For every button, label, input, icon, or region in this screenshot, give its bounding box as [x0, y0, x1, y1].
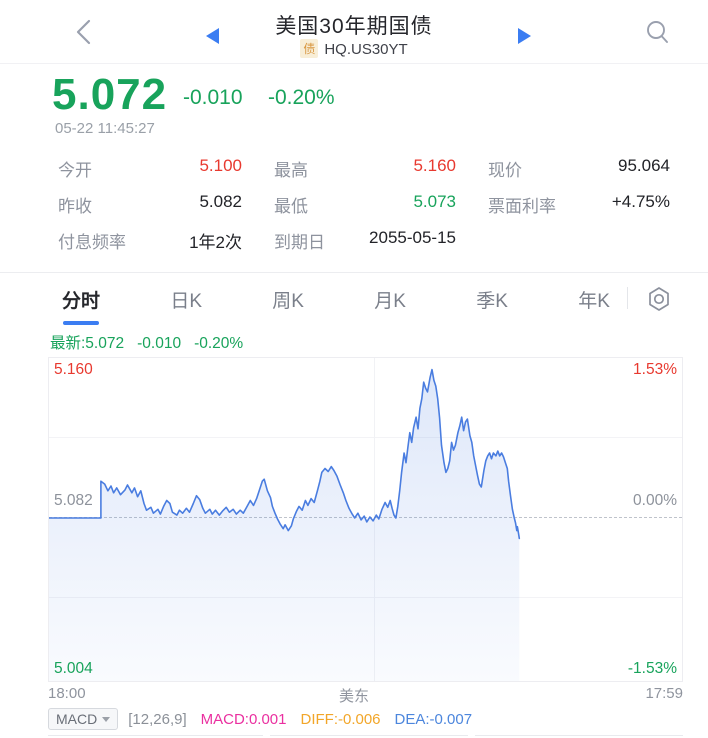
next-instrument-icon[interactable]	[518, 28, 531, 44]
yield-change: -0.010	[183, 86, 243, 109]
axis-min-pct: -1.53%	[627, 660, 677, 677]
tabbar-divider	[627, 287, 628, 309]
indicator-row: MACD [12,26,9] MACD:0.001 DIFF:-0.006 DE…	[48, 707, 472, 731]
stat-label-maturity: 到期日	[274, 233, 325, 252]
stat-value-high: 5.160	[413, 156, 456, 175]
time-axis: 18:00 美东 17:59	[0, 685, 708, 705]
chart-plot-svg	[49, 368, 521, 681]
macd-panel-topline	[475, 735, 683, 736]
time-end-label: 17:59	[645, 685, 683, 702]
period-tabbar: 分时 日K 周K 月K 季K 年K	[60, 280, 612, 318]
timezone-label: 美东	[338, 688, 369, 705]
indicator-selector-label: MACD	[56, 711, 98, 727]
latest-label: 最新:5.072	[50, 335, 125, 352]
macd-value: MACD:0.001	[200, 710, 287, 728]
indicator-selector[interactable]: MACD	[48, 708, 119, 730]
stat-label-pay-frequency: 付息频率	[58, 233, 126, 252]
tab-weekly-k[interactable]: 周K	[272, 290, 304, 312]
tab-minute[interactable]: 分时	[60, 282, 102, 317]
latest-pct: -0.20%	[194, 335, 244, 352]
prev-instrument-icon[interactable]	[206, 28, 219, 44]
tab-yearly-k[interactable]: 年K	[578, 290, 610, 312]
time-start-label: 18:00	[48, 685, 86, 702]
stat-value-maturity: 2055-05-15	[369, 228, 456, 247]
latest-quote-row: 最新:5.072 -0.010 -0.20%	[50, 331, 256, 353]
diff-value: DIFF:-0.006	[300, 710, 381, 728]
stat-label-open: 今开	[58, 161, 92, 180]
macd-params: [12,26,9]	[128, 710, 187, 728]
caret-down-icon	[102, 716, 111, 722]
axis-mid-pct: 0.00%	[633, 492, 677, 509]
tab-monthly-k[interactable]: 月K	[374, 290, 406, 312]
back-chevron-icon	[72, 19, 98, 50]
search-icon	[644, 21, 670, 50]
axis-max-pct: 1.53%	[633, 361, 677, 378]
stat-value-pay-frequency: 1年2次	[189, 233, 242, 252]
gridline-upper	[49, 437, 682, 438]
chart-settings-button[interactable]	[644, 284, 674, 314]
stat-label-high: 最高	[274, 161, 308, 180]
stat-label-current-price: 现价	[488, 161, 522, 180]
latest-change: -0.010	[137, 335, 182, 352]
current-yield: 5.072	[52, 70, 168, 119]
stat-label-low: 最低	[274, 197, 308, 216]
bond-type-badge: 债	[300, 39, 319, 58]
settings-nut-icon	[644, 287, 674, 318]
stat-label-coupon-rate: 票面利率	[488, 197, 556, 216]
macd-panel-topline	[48, 735, 263, 736]
stat-value-open: 5.100	[199, 156, 242, 175]
instrument-code: HQ.US30YT	[324, 41, 408, 58]
stat-value-current-price: 95.064	[618, 156, 670, 175]
yield-change-pct: -0.20%	[268, 86, 335, 109]
search-button[interactable]	[644, 18, 670, 46]
tab-quarterly-k[interactable]: 季K	[476, 290, 508, 312]
axis-min-price: 5.004	[54, 660, 93, 677]
intraday-chart[interactable]: 5.160 1.53% 5.082 0.00% 5.004 -1.53%	[48, 357, 683, 682]
page-title: 美国30年期国债	[275, 15, 433, 38]
stat-value-prev-close: 5.082	[199, 192, 242, 211]
axis-max-price: 5.160	[54, 361, 93, 378]
stat-value-coupon-rate: +4.75%	[611, 192, 670, 211]
header: 美国30年期国债 债 HQ.US30YT	[0, 0, 708, 64]
tab-daily-k[interactable]: 日K	[170, 290, 202, 312]
axis-mid-price: 5.082	[54, 492, 93, 509]
stat-label-prev-close: 昨收	[58, 197, 92, 216]
instrument-code-row: 债 HQ.US30YT	[0, 39, 708, 58]
dea-value: DEA:-0.007	[394, 710, 473, 728]
quote-timestamp: 05-22 11:45:27	[55, 120, 155, 137]
back-button[interactable]	[72, 18, 98, 46]
macd-panel-topline	[270, 735, 468, 736]
stat-value-low: 5.073	[413, 192, 456, 211]
section-divider	[0, 272, 708, 273]
